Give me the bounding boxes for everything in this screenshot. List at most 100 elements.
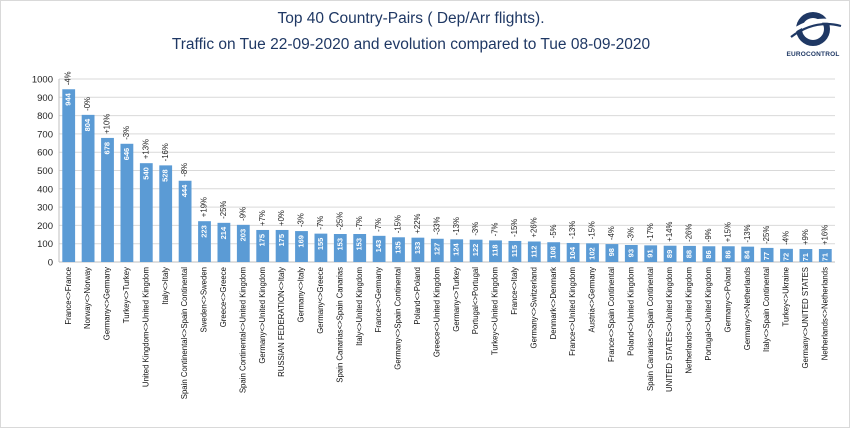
bar-value-label: 153 — [355, 238, 364, 251]
chart-subtitle: Traffic on Tue 22-09-2020 and evolution … — [171, 36, 651, 53]
x-category-label: Spain Continental<>Spain Continental — [180, 267, 189, 399]
eurocontrol-logo: EUROCONTROL — [781, 7, 845, 67]
bar — [62, 89, 76, 262]
bar-value-label: 124 — [452, 242, 461, 255]
x-category-label: France<>United Kingdom — [568, 267, 577, 356]
bar-value-label: 112 — [529, 246, 538, 258]
bar-change-label: -17% — [646, 223, 655, 241]
bar — [780, 248, 793, 262]
bar — [314, 233, 328, 262]
bar-value-label: 86 — [704, 250, 713, 258]
x-category-label: Germany<>Greece — [316, 267, 325, 334]
bar — [741, 246, 755, 262]
x-category-label: Portugal<>United Kingdom — [704, 267, 713, 361]
bar-change-label: +7% — [258, 210, 267, 226]
bar-value-label: 84 — [743, 250, 752, 259]
bar-value-label: 77 — [762, 252, 771, 260]
x-category-label: Germany<>Spain Continental — [394, 267, 403, 370]
bar — [489, 240, 502, 262]
bar — [760, 247, 774, 262]
bar — [605, 244, 619, 262]
bar-value-label: 169 — [296, 235, 305, 248]
x-category-label: Norway<>Norway — [83, 267, 92, 329]
bar-value-label: 143 — [374, 240, 383, 253]
y-tick-label: 1000 — [32, 75, 53, 86]
bar-change-label: +13% — [141, 139, 150, 159]
bar-change-label: +15% — [723, 222, 732, 242]
bar-value-label: 93 — [626, 249, 635, 257]
bar-change-label: -3% — [626, 227, 635, 241]
bar-change-label: +14% — [665, 221, 674, 241]
bar — [624, 244, 638, 262]
bar — [101, 137, 114, 262]
bar — [469, 239, 483, 262]
x-category-label: Turkey<>United Kingdom — [491, 267, 500, 355]
y-tick-label: 900 — [37, 93, 53, 104]
bar-change-label: -7% — [316, 216, 325, 230]
bar — [120, 143, 134, 262]
bar — [178, 180, 192, 262]
bar-change-label: -7% — [491, 222, 500, 236]
bar-change-label: -3% — [297, 213, 306, 227]
bar-change-label: -3% — [471, 222, 480, 236]
bar-change-label: +0% — [277, 210, 286, 226]
x-category-label: United Kingdom<>United Kingdom — [141, 267, 150, 387]
x-category-label: Turkey<>Turkey — [122, 267, 131, 323]
x-category-label: Germany<>Netherlands — [743, 267, 752, 350]
bar-value-label: 104 — [568, 246, 577, 259]
bar-change-label: -13% — [743, 224, 752, 242]
bar — [236, 224, 250, 262]
x-category-label: Turkey<>Ukraine — [782, 267, 791, 327]
y-tick-label: 500 — [37, 166, 53, 177]
bar-change-label: -13% — [568, 221, 577, 239]
bar-value-label: 944 — [64, 92, 73, 105]
bar-value-label: 528 — [161, 169, 170, 182]
bar-value-label: 108 — [549, 246, 558, 259]
bar-value-label: 98 — [607, 248, 616, 256]
bar-value-label: 175 — [258, 234, 267, 247]
x-category-label: France<>Spain Continental — [607, 267, 616, 362]
bar-value-label: 678 — [102, 142, 111, 155]
bar — [547, 242, 561, 262]
x-category-label: Germany<>Italy — [297, 267, 306, 323]
bar-value-label: 203 — [238, 229, 247, 242]
x-category-label: Spain Canarias<>Spain Continental — [646, 267, 655, 391]
bar-change-label: +26% — [529, 217, 538, 237]
bar — [81, 114, 95, 262]
bar — [566, 242, 580, 262]
x-category-label: Germany<>United Kingdom — [258, 267, 267, 364]
bar-value-label: 89 — [665, 250, 674, 258]
bar — [818, 249, 832, 262]
bar-change-label: -25% — [762, 226, 771, 244]
bar — [702, 246, 716, 262]
y-tick-label: 100 — [37, 239, 53, 250]
bar — [586, 243, 599, 262]
bar — [508, 240, 522, 262]
bar — [663, 245, 677, 262]
y-tick-label: 0 — [48, 258, 53, 269]
y-tick-label: 800 — [37, 111, 53, 122]
bar-change-label: -9% — [704, 228, 713, 242]
bar — [644, 245, 658, 262]
bar — [527, 241, 541, 262]
x-category-label: France<>Italy — [510, 267, 519, 315]
bar-value-label: 72 — [781, 253, 790, 261]
bar-value-label: 214 — [219, 226, 228, 239]
bar-value-label: 804 — [83, 118, 92, 131]
x-category-label: Spain Continental<>United Kingdom — [238, 267, 247, 393]
bar — [275, 229, 289, 262]
bar-change-label: +10% — [103, 114, 112, 134]
x-category-label: Germany<>UNITED STATES — [801, 267, 810, 369]
eurocontrol-logo-icon — [787, 12, 842, 46]
bar — [333, 234, 347, 262]
bar — [198, 221, 211, 262]
x-category-label: UNITED STATES<>United Kingdom — [665, 267, 674, 392]
bar — [295, 231, 308, 262]
x-category-label: Greece<>United Kingdom — [432, 267, 441, 357]
bar-value-label: 71 — [801, 253, 810, 261]
bar-change-label: -8% — [180, 163, 189, 177]
x-category-label: France<>France — [64, 267, 73, 325]
bar-change-label: -5% — [549, 224, 558, 238]
bar-value-label: 540 — [141, 167, 150, 180]
bar-value-label: 71 — [820, 253, 829, 261]
